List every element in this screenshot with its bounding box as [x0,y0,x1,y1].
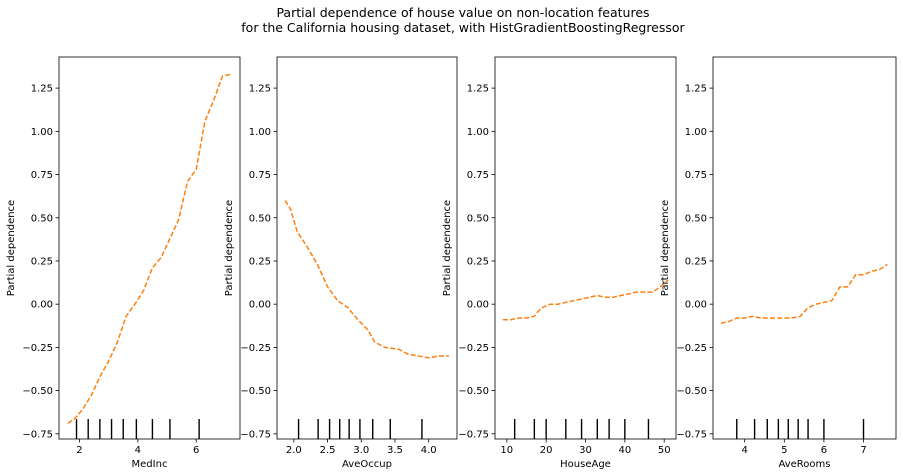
chart-panel-2: −0.75 −0.50 −0.25 0.00 0.25 0.50 0.75 1.00 1.25 2… [224,56,458,470]
chart-3-x-tick-label: 40 [618,445,631,456]
chart-2-series-line [284,200,449,359]
chart-3-x-tick-label: 20 [540,445,553,456]
chart-3-series-line [502,279,669,321]
chart-4-y-tick-label: 0.50 [685,213,707,224]
chart-4-frame [712,56,897,440]
chart-3-x-tick-label: 50 [658,445,671,456]
chart-1-x-tick-label: 4 [135,445,141,456]
chart-2-x-tick-label: 4.0 [421,445,437,456]
chart-4-x-tick-label: 7 [860,445,866,456]
chart-3-y-tick-label: 0.00 [467,300,489,311]
chart-2-x-tick-label: 2.5 [320,445,336,456]
chart-4-y-tick-label: 0.75 [685,170,707,181]
chart-1-series-line [67,73,232,425]
chart-3-y-tick-label: 1.00 [467,127,489,138]
chart-panel-3: −0.75 −0.50 −0.25 0.00 0.25 0.50 0.75 1.00 1.25 1… [442,56,677,470]
chart-1-y-tick-label: 0.50 [31,213,53,224]
chart-1-y-tick-label: 1.00 [31,127,53,138]
chart-2-y-tick-label: 0.50 [249,213,271,224]
chart-3-x-axis-label: HouseAge [560,459,611,470]
chart-4-x-tick-label: 5 [781,445,787,456]
chart-1-y-tick-label: 1.25 [31,84,53,95]
chart-2-y-tick-label: 0.25 [249,256,271,267]
chart-3-y-tick-label: −0.75 [458,429,489,440]
chart-2-y-axis-label: Partial dependence [224,200,235,296]
chart-2-y-tick-label: −0.75 [240,429,271,440]
chart-4-y-tick-label: 1.00 [685,127,707,138]
chart-4-y-tick-label: 0.00 [685,300,707,311]
chart-1-y-axis-label: Partial dependence [6,200,17,296]
chart-2-x-axis-label: AveOccup [342,459,392,470]
chart-3-y-tick-label: 1.25 [467,84,489,95]
chart-2-x-tick-label: 2.0 [286,445,302,456]
chart-panel-4: −0.75 −0.50 −0.25 0.00 0.25 0.50 0.75 1.00 1.25 4… [660,56,897,470]
chart-1-x-tick-label: 6 [193,445,199,456]
chart-2-y-tick-label: 1.00 [249,127,271,138]
chart-1-y-tick-label: −0.75 [22,429,53,440]
chart-1-y-tick-label: 0.75 [31,170,53,181]
chart-panel-1: −0.75 −0.50 −0.25 0.00 0.25 0.50 0.75 1.00 1.25 2… [6,56,241,470]
chart-1-y-tick-label: −0.50 [22,386,53,397]
chart-1-y-tick-label: −0.25 [22,343,53,354]
chart-3-y-tick-label: −0.50 [458,386,489,397]
chart-2-y-tick-label: 1.25 [249,84,271,95]
chart-4-y-tick-label: 1.25 [685,84,707,95]
figure-title-line-1: Partial dependence of house value on non… [276,5,649,20]
chart-3-x-tick-label: 10 [500,445,513,456]
chart-2-y-tick-label: −0.25 [240,343,271,354]
chart-2-x-tick-label: 3.0 [353,445,369,456]
chart-4-y-tick-label: −0.25 [676,343,707,354]
chart-3-y-tick-label: −0.25 [458,343,489,354]
chart-panels: −0.75 −0.50 −0.25 0.00 0.25 0.50 0.75 1.00 1.25 2… [6,56,897,470]
chart-1-x-axis-label: MedInc [132,459,168,470]
chart-3-y-tick-label: 0.75 [467,170,489,181]
chart-3-y-tick-label: 0.25 [467,256,489,267]
chart-3-y-tick-label: 0.50 [467,213,489,224]
chart-2-y-tick-label: 0.00 [249,300,271,311]
chart-4-series-line [720,263,888,324]
chart-2-frame [276,56,458,440]
chart-4-y-tick-label: 0.25 [685,256,707,267]
chart-4-y-axis-label: Partial dependence [660,200,671,296]
figure-title-line-2: for the California housing dataset, with… [241,20,685,35]
chart-1-x-tick-label: 2 [76,445,82,456]
chart-2-x-tick-label: 3.5 [387,445,403,456]
chart-4-x-axis-label: AveRooms [778,459,830,470]
chart-1-frame [58,56,241,440]
chart-4-x-tick-label: 6 [821,445,827,456]
chart-2-y-tick-label: 0.75 [249,170,271,181]
chart-3-x-tick-label: 30 [579,445,592,456]
chart-2-y-tick-label: −0.50 [240,386,271,397]
chart-3-y-axis-label: Partial dependence [442,200,453,296]
chart-1-y-tick-label: 0.00 [31,300,53,311]
chart-1-y-tick-label: 0.25 [31,256,53,267]
chart-4-y-tick-label: −0.50 [676,386,707,397]
chart-4-y-tick-label: −0.75 [676,429,707,440]
chart-4-x-tick-label: 4 [742,445,748,456]
